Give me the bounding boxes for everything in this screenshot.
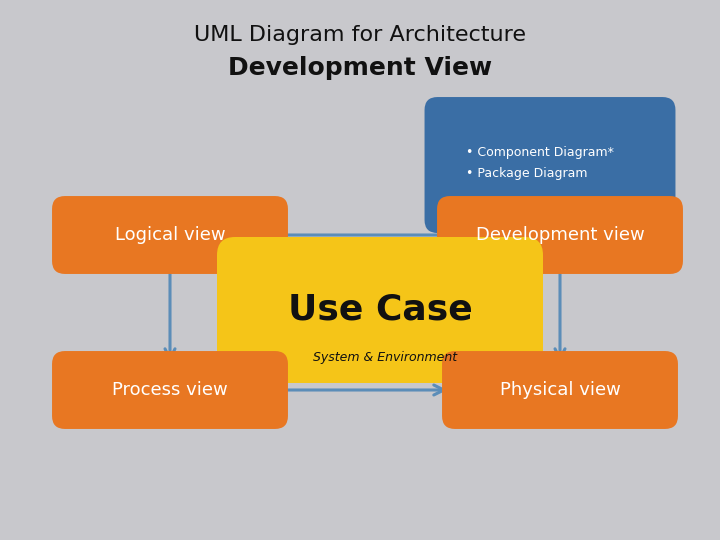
Text: Process view: Process view bbox=[112, 381, 228, 399]
FancyBboxPatch shape bbox=[425, 97, 675, 233]
FancyBboxPatch shape bbox=[437, 196, 683, 274]
Text: • Component Diagram*
• Package Diagram: • Component Diagram* • Package Diagram bbox=[466, 146, 613, 180]
Text: UML Diagram for Architecture: UML Diagram for Architecture bbox=[194, 25, 526, 45]
Text: System & Environment: System & Environment bbox=[313, 352, 457, 365]
FancyBboxPatch shape bbox=[52, 196, 288, 274]
Text: Logical view: Logical view bbox=[114, 226, 225, 244]
Text: Physical view: Physical view bbox=[500, 381, 621, 399]
Text: Development View: Development View bbox=[228, 56, 492, 79]
Text: Use Case: Use Case bbox=[287, 293, 472, 327]
Text: Development view: Development view bbox=[476, 226, 644, 244]
FancyBboxPatch shape bbox=[442, 351, 678, 429]
FancyBboxPatch shape bbox=[52, 351, 288, 429]
FancyBboxPatch shape bbox=[217, 237, 543, 383]
